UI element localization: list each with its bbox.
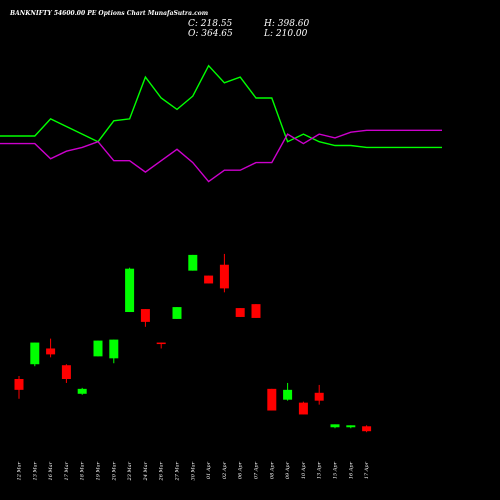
x-tick-label: 19 Mar xyxy=(96,461,102,480)
x-tick-label: 24 Mar xyxy=(143,461,149,481)
candle-body xyxy=(156,342,166,345)
candle xyxy=(61,364,71,383)
candle-body xyxy=(346,425,356,428)
x-tick-label: 13 Mar xyxy=(32,461,38,480)
candle xyxy=(283,382,293,401)
x-tick-label: 20 Mar xyxy=(111,461,117,481)
candle xyxy=(14,376,24,399)
candle xyxy=(156,342,166,349)
x-axis-ticks: 12 Mar 13 Mar 16 Mar 17 Mar 18 Mar 19 Mar 20 M… xyxy=(17,461,371,481)
candle xyxy=(204,275,214,284)
x-tick-label: 13 Apr xyxy=(317,461,323,479)
x-tick-label: 08 Apr xyxy=(269,461,275,479)
candle xyxy=(219,253,229,293)
candle xyxy=(30,342,40,367)
candle-body xyxy=(298,402,308,415)
candle xyxy=(188,254,198,271)
candle-body xyxy=(30,342,40,365)
candle xyxy=(109,339,119,364)
close-label: C: 218.55 xyxy=(188,19,233,29)
candle-body xyxy=(93,340,103,357)
x-tick-label: 23 Mar xyxy=(127,461,133,481)
indicator-lines xyxy=(0,64,442,183)
candle-body xyxy=(140,309,150,322)
candle xyxy=(330,424,340,429)
candle-body xyxy=(330,424,340,428)
x-tick-label: 16 Mar xyxy=(48,461,54,480)
x-tick-label: 10 Apr xyxy=(301,461,307,479)
candle-body xyxy=(172,307,182,319)
x-tick-label: 01 Apr xyxy=(206,461,212,479)
candle xyxy=(77,387,87,395)
candle xyxy=(172,307,182,319)
candle xyxy=(251,304,261,318)
candle-body xyxy=(283,389,293,400)
candle xyxy=(314,384,324,405)
x-tick-label: 30 Mar xyxy=(190,461,196,480)
candle-body xyxy=(235,308,245,317)
x-tick-label: 06 Apr xyxy=(238,461,244,479)
candle xyxy=(93,340,103,357)
candle-body xyxy=(125,268,135,313)
x-tick-label: 18 Mar xyxy=(80,461,86,480)
x-tick-label: 27 Mar xyxy=(175,461,181,481)
candle xyxy=(235,308,245,317)
candle-body xyxy=(109,339,119,359)
x-tick-label: 09 Apr xyxy=(285,461,291,479)
high-label: H: 398.60 xyxy=(263,19,310,29)
candle-body xyxy=(267,388,277,411)
candle-body xyxy=(61,365,71,380)
candle-body xyxy=(188,254,198,271)
low-label: L: 210.00 xyxy=(263,29,308,39)
chart-title: BANKNIFTY 54600.00 PE Options Chart Muna… xyxy=(9,10,208,17)
candle-body xyxy=(314,392,324,401)
candles-layer xyxy=(14,253,372,433)
x-tick-label: 17 Mar xyxy=(64,461,70,480)
candle-body xyxy=(14,379,24,390)
indicator-line-2 xyxy=(0,129,442,183)
candle-body xyxy=(251,304,261,318)
open-label: O: 364.65 xyxy=(188,29,233,39)
candle xyxy=(298,401,308,415)
candle-body xyxy=(204,275,214,284)
indicator-line-1 xyxy=(0,64,442,149)
candle-body xyxy=(219,264,229,289)
candle-body xyxy=(362,426,372,432)
x-tick-label: 12 Mar xyxy=(17,461,23,480)
candle xyxy=(46,338,56,358)
x-tick-label: 02 Apr xyxy=(222,461,228,479)
x-tick-label: 07 Apr xyxy=(254,461,260,479)
x-tick-label: 15 Apr xyxy=(333,461,339,479)
candle-body xyxy=(77,388,87,394)
candle xyxy=(346,425,356,429)
candle xyxy=(140,309,150,327)
x-tick-label: 17 Apr xyxy=(364,461,370,479)
candle-body xyxy=(46,348,56,355)
x-tick-label: 16 Apr xyxy=(348,461,354,479)
candle xyxy=(267,388,277,411)
candle xyxy=(125,267,135,313)
candle xyxy=(362,425,372,433)
x-tick-label: 26 Mar xyxy=(159,461,165,481)
